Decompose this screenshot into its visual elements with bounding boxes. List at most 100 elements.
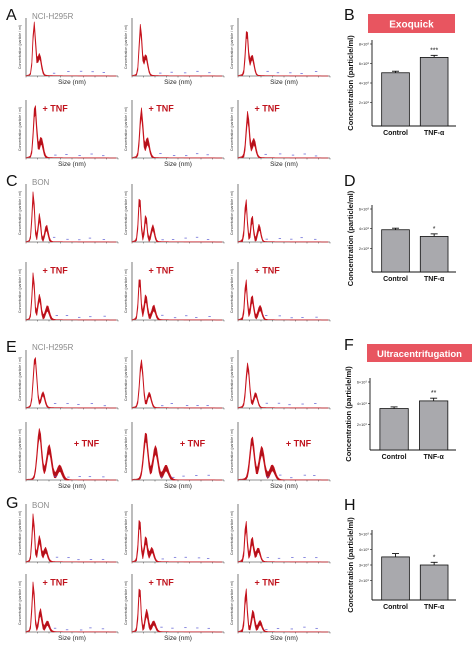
y-tick-label: 2×10⁸ xyxy=(359,247,370,251)
nta-thumbnail: Concentration (particle / ml) xyxy=(230,504,331,564)
nta-distribution-trace xyxy=(237,521,329,563)
y-axis-label: Concentration (particle / ml) xyxy=(18,25,22,69)
size-axis-label: Size (nm) xyxy=(270,483,298,490)
category-label: TNF-α xyxy=(424,454,445,461)
y-axis-label: Concentration (particle / ml) xyxy=(230,511,234,555)
bar xyxy=(419,57,449,127)
nta-distribution-trace xyxy=(25,21,117,77)
cell-line-label-e: NCI-H295R xyxy=(32,343,74,352)
y-axis-label: Concentration (particle / ml) xyxy=(18,191,22,235)
y-tick-label: 6×10⁸ xyxy=(359,208,370,212)
nta-thumbnail: Concentration (particle / ml) xyxy=(230,184,331,244)
nta-distribution-trace xyxy=(131,23,223,77)
nta-thumbnail: Concentration (particle / ml) Size (nm) + … xyxy=(18,100,119,168)
significance-label: * xyxy=(433,226,436,233)
panel-letter-g: G xyxy=(6,495,18,512)
nta-thumbnail: Concentration (particle / ml) xyxy=(124,504,225,564)
size-axis-label: Size (nm) xyxy=(164,635,192,642)
significance-label: ** xyxy=(431,390,437,397)
nta-thumbnail: Concentration (particle / ml) + TNF xyxy=(124,262,225,322)
nta-distribution-trace xyxy=(25,191,117,243)
category-label: Control xyxy=(383,604,408,611)
treatment-label: + TNF xyxy=(286,438,312,448)
y-axis-label: Concentration (particle / ml) xyxy=(124,269,128,313)
nta-distribution-trace xyxy=(237,111,329,159)
y-axis-label: Concentration (particle / ml) xyxy=(230,581,234,625)
cell-line-label-c: BON xyxy=(32,178,50,187)
treatment-label: + TNF xyxy=(43,578,69,588)
exoquick-badge xyxy=(368,14,455,33)
nta-distribution-trace xyxy=(25,357,117,409)
nta-size-distribution-panels: Concentration (particle / ml) Size (nm) Co… xyxy=(18,18,331,642)
nta-thumbnail: Concentration (particle / ml) xyxy=(124,350,225,410)
significance-label: *** xyxy=(430,47,438,54)
y-tick-label: 4×10⁹ xyxy=(359,548,370,552)
y-tick-label: 5×10⁹ xyxy=(359,533,370,537)
y-axis-label: Concentration (particle / ml) xyxy=(230,191,234,235)
nta-thumbnail: Concentration (particle / ml) Size (nm) + … xyxy=(230,422,331,490)
y-tick-label: 4×10⁹ xyxy=(357,402,368,406)
panel-letter-f: F xyxy=(344,337,354,354)
y-tick-label: 4×10⁸ xyxy=(359,227,370,231)
nta-distribution-trace xyxy=(131,588,223,633)
nta-thumbnail: Concentration (particle / ml) + TNF xyxy=(18,262,119,322)
nta-distribution-trace xyxy=(25,581,117,633)
size-axis-label: Size (nm) xyxy=(58,483,86,490)
nta-thumbnail: Concentration (particle / ml) Size (nm) + … xyxy=(230,100,331,168)
panel-letter-h: H xyxy=(344,497,356,514)
nta-distribution-trace xyxy=(25,428,117,481)
category-label: TNF-α xyxy=(424,130,445,137)
y-axis-title: Concentration (particle/ml) xyxy=(346,517,355,613)
nta-distribution-trace xyxy=(131,432,223,481)
y-axis-label: Concentration (particle / ml) xyxy=(18,107,22,151)
size-axis-label: Size (nm) xyxy=(270,635,298,642)
y-axis-label: Concentration (particle / ml) xyxy=(18,511,22,555)
nta-distribution-trace xyxy=(237,588,329,633)
y-tick-label: 8×10⁸ xyxy=(359,43,370,47)
nta-distribution-trace xyxy=(131,279,223,321)
nta-thumbnail: Concentration (particle / ml) xyxy=(230,350,331,410)
nta-thumbnail: Concentration (particle / ml) Size (nm) xyxy=(18,18,119,86)
y-axis-label: Concentration (particle / ml) xyxy=(124,191,128,235)
bar xyxy=(379,408,409,451)
cell-line-label-a: NCI-H295R xyxy=(32,12,74,21)
treatment-label: + TNF xyxy=(43,104,69,114)
category-label: Control xyxy=(383,130,408,137)
nta-thumbnail: Concentration (particle / ml) Size (nm) + … xyxy=(18,574,119,642)
nta-distribution-trace xyxy=(131,107,223,159)
treatment-label: + TNF xyxy=(180,438,206,448)
nta-thumbnail: Concentration (particle / ml) Size (nm) xyxy=(230,18,331,86)
bar xyxy=(381,229,410,273)
ultracentrifugation-badge xyxy=(367,344,472,362)
nta-distribution-trace xyxy=(237,199,329,243)
nta-thumbnail: Concentration (particle / ml) Size (nm) + … xyxy=(230,574,331,642)
size-axis-label: Size (nm) xyxy=(164,79,192,86)
panel-letter-c: C xyxy=(6,173,18,190)
y-axis-label: Concentration (particle / ml) xyxy=(124,25,128,69)
y-axis-label: Concentration (particle / ml) xyxy=(230,357,234,401)
treatment-label: + TNF xyxy=(255,578,281,588)
size-axis-label: Size (nm) xyxy=(58,161,86,168)
exoquick-badge-label: Exoquick xyxy=(389,20,434,31)
y-axis-label: Concentration (particle / ml) xyxy=(124,511,128,555)
y-axis-label: Concentration (particle / ml) xyxy=(230,429,234,473)
bar xyxy=(419,564,449,601)
nta-thumbnail: Concentration (particle / ml) xyxy=(18,350,119,410)
nta-thumbnail: Concentration (particle / ml) + TNF xyxy=(230,262,331,322)
size-axis-label: Size (nm) xyxy=(164,161,192,168)
category-label: TNF-α xyxy=(424,604,445,611)
nta-thumbnail: Concentration (particle / ml) xyxy=(18,504,119,564)
nta-thumbnail: Concentration (particle / ml) Size (nm) xyxy=(124,18,225,86)
y-tick-label: 3×10⁹ xyxy=(359,564,370,568)
cell-line-label-g: BON xyxy=(32,501,50,510)
nta-distribution-trace xyxy=(25,513,117,563)
y-tick-label: 6×10⁸ xyxy=(359,62,370,66)
size-axis-label: Size (nm) xyxy=(164,483,192,490)
panel-letter-a: A xyxy=(6,7,17,24)
bar xyxy=(419,236,449,273)
nta-thumbnail: Concentration (particle / ml) xyxy=(18,184,119,244)
y-axis-label: Concentration (particle / ml) xyxy=(230,25,234,69)
y-axis-label: Concentration (particle / ml) xyxy=(124,429,128,473)
panel-letter-d: D xyxy=(344,173,356,190)
